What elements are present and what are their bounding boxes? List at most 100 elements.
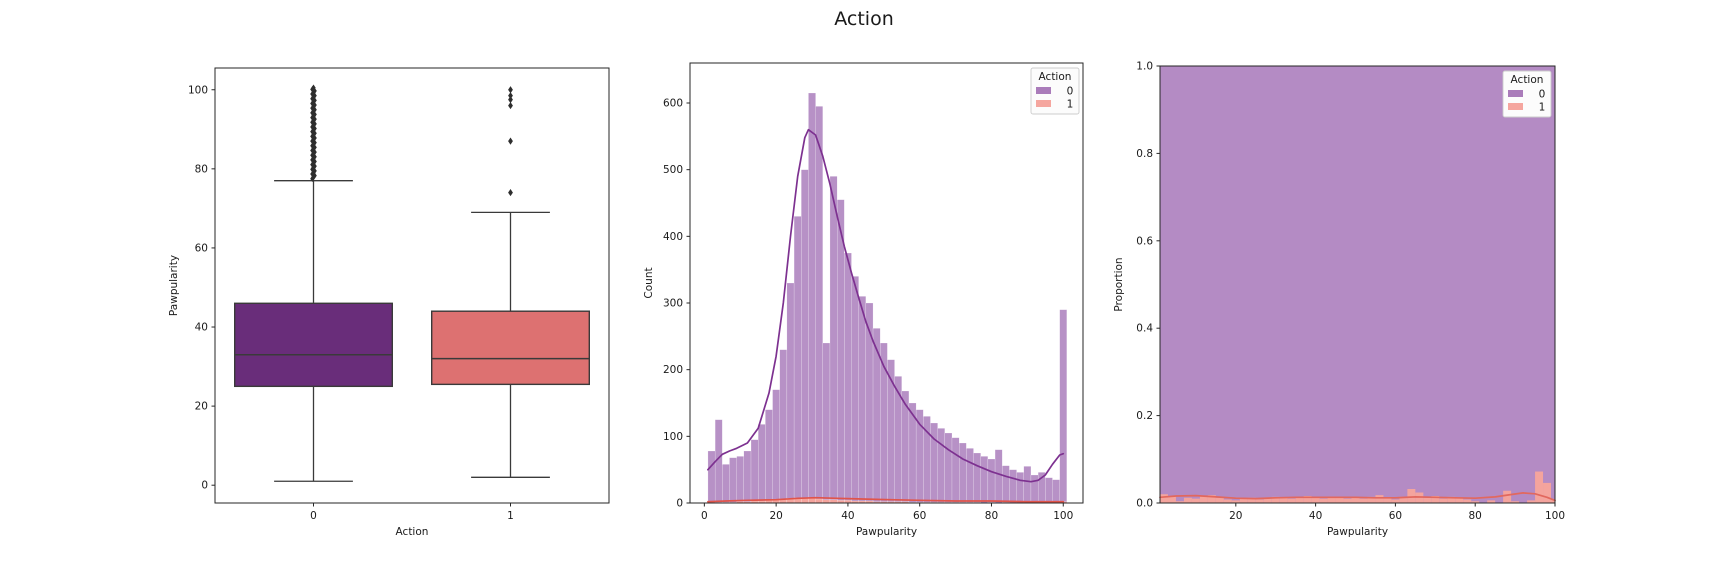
hist-bar-0 (793, 216, 802, 504)
outlier-marker (508, 101, 513, 110)
hist-bar-0 (844, 252, 852, 504)
proportion-bar-1 (1287, 498, 1296, 503)
proportion-bar-1 (1447, 496, 1456, 503)
y-tick-label: 20 (195, 401, 208, 413)
proportion-bar-1 (1351, 497, 1360, 503)
hist-bar-0 (937, 428, 945, 504)
hist-bar-0 (959, 442, 967, 504)
proportion-bar-1 (1359, 498, 1368, 503)
proportion-bar-1 (1463, 499, 1472, 503)
proportion-bar-1 (1199, 496, 1208, 503)
hist-bar-0 (736, 456, 744, 504)
hist-bar-0 (851, 276, 859, 504)
y-tick-label: 0.2 (1136, 410, 1153, 422)
outlier-marker (508, 86, 513, 94)
legend-swatch (1508, 103, 1523, 110)
proportion-bar-1 (1167, 496, 1176, 503)
proportion-area-0 (1160, 66, 1555, 503)
x-tick-label: 20 (769, 510, 782, 522)
axes-frame (214, 67, 610, 504)
hist-bar-0 (930, 422, 938, 504)
legend-entry-label: 1 (1539, 102, 1546, 114)
y-tick-label: 100 (188, 84, 208, 96)
figure-title: Action (834, 8, 894, 30)
y-tick-label: 0.4 (1136, 323, 1153, 335)
hist-bar-0 (786, 282, 795, 504)
hist-bar-0 (808, 92, 816, 504)
hist-bar-0 (1009, 469, 1017, 504)
y-tick-label: 0.8 (1136, 148, 1153, 160)
y-axis-label: Pawpularity (168, 255, 180, 316)
kde-line-0 (707, 128, 1065, 483)
proportion-bar-1 (1160, 494, 1168, 503)
proportion-bar-1 (1511, 501, 1520, 503)
outlier-marker (312, 162, 317, 170)
outlier-marker (508, 96, 513, 104)
proportion-bar-1 (1319, 498, 1328, 503)
proportion-bar-1 (1207, 495, 1216, 503)
proportion-bar-1 (1375, 495, 1384, 503)
outlier-marker (508, 188, 513, 197)
box (233, 302, 394, 388)
y-tick-label: 0 (676, 498, 683, 510)
proportion-bar-1 (1335, 496, 1344, 503)
proportion-bar-1 (1383, 497, 1392, 503)
hist-bar-0 (1002, 465, 1010, 504)
proportion-bar-1 (1439, 498, 1448, 503)
proportion-bar-1 (1487, 500, 1496, 503)
y-tick-label: 1.0 (1136, 61, 1153, 73)
outlier-marker (508, 92, 513, 100)
hist-bar-1 (815, 498, 823, 504)
hist-bar-0 (722, 464, 730, 504)
hist-bar-0 (829, 176, 838, 504)
outlier-marker (312, 134, 317, 142)
y-tick-label: 500 (663, 164, 683, 176)
hist-bar-0 (1045, 477, 1053, 504)
proportion-bar-1 (1551, 499, 1555, 503)
x-tick-label: 40 (841, 510, 854, 522)
proportion-bar-1 (1271, 496, 1280, 503)
hist-bar-0 (779, 349, 788, 504)
proportion-bar-1 (1431, 496, 1440, 503)
axes-frame (689, 62, 1084, 504)
y-tick-label: 0.0 (1136, 498, 1153, 510)
proportion-bar-1 (1471, 501, 1480, 503)
legend-swatch (1508, 90, 1523, 97)
proportion-bar-1 (1279, 497, 1288, 503)
proportion-bar-1 (1391, 499, 1400, 503)
x-tick-label: 0 (701, 510, 708, 522)
legend-entry-label: 1 (1067, 99, 1074, 111)
x-tick-label: 0 (310, 510, 317, 522)
x-axis-label: Action (396, 526, 429, 538)
proportion-bar-1 (1239, 498, 1248, 503)
hist-bar-0 (822, 342, 831, 504)
hist-bar-0 (966, 448, 974, 504)
x-axis-label: Pawpularity (1327, 526, 1388, 538)
hist-bar-0 (1016, 472, 1024, 504)
x-tick-label: 20 (1229, 510, 1242, 522)
x-tick-label: 100 (1053, 510, 1073, 522)
proportion-line-1 (1159, 492, 1556, 502)
hist-bar-0 (729, 457, 737, 504)
proportion-bar-1 (1535, 471, 1544, 503)
hist-bar-0 (743, 450, 752, 504)
hist-bar-0 (1059, 309, 1067, 504)
hist-bar-0 (750, 439, 759, 504)
legend-swatch (1036, 100, 1051, 107)
x-tick-label: 60 (1389, 510, 1402, 522)
x-tick-label: 1 (507, 510, 514, 522)
hist-bar-0 (1030, 474, 1039, 504)
y-tick-label: 60 (195, 242, 208, 254)
proportion-bar-1 (1255, 499, 1264, 503)
legend-swatch (1036, 87, 1051, 94)
legend-title: Action (1039, 71, 1072, 83)
proportion-bar-1 (1231, 500, 1240, 503)
proportion-bar-1 (1311, 497, 1320, 503)
proportion-bar-1 (1295, 497, 1304, 503)
proportion-bar-1 (1407, 489, 1416, 503)
y-tick-label: 600 (663, 98, 683, 110)
proportion-bar-1 (1183, 497, 1192, 503)
proportion-bar-1 (1175, 501, 1184, 503)
y-tick-label: 100 (663, 431, 683, 443)
hist-bar-0 (758, 424, 766, 504)
